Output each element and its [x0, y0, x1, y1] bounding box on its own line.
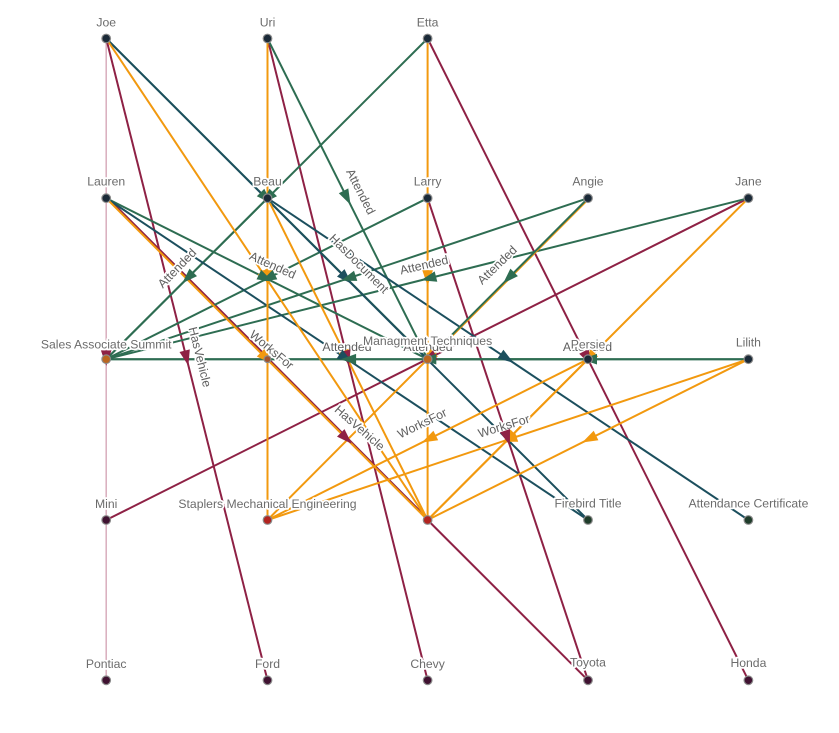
svg-text:Mini: Mini — [95, 497, 117, 511]
svg-text:Attended: Attended — [563, 340, 612, 354]
svg-text:Angie: Angie — [572, 175, 603, 189]
svg-text:Honda: Honda — [730, 656, 766, 670]
svg-text:Attended: Attended — [322, 340, 371, 354]
svg-text:Lauren: Lauren — [87, 175, 125, 189]
svg-text:Pontiac: Pontiac — [86, 657, 127, 671]
svg-text:Etta: Etta — [417, 16, 439, 30]
svg-text:Larry: Larry — [414, 175, 443, 189]
svg-text:Beau: Beau — [253, 175, 281, 189]
svg-text:Persie: Persie — [571, 338, 606, 352]
svg-text:Managment Techniques: Managment Techniques — [363, 334, 492, 348]
svg-text:Joe: Joe — [96, 16, 116, 30]
svg-text:Staplers Mechanical Engineerin: Staplers Mechanical Engineering — [178, 497, 356, 511]
svg-text:Uri: Uri — [260, 16, 276, 30]
svg-text:Jane: Jane — [735, 175, 762, 189]
svg-text:Lilith: Lilith — [736, 336, 761, 350]
svg-text:Ford: Ford — [255, 657, 280, 671]
svg-text:Chevy: Chevy — [410, 657, 445, 671]
svg-text:Sales Associate Summit: Sales Associate Summit — [41, 338, 172, 352]
svg-text:Attendance Certificate: Attendance Certificate — [688, 497, 808, 511]
svg-text:Attended: Attended — [403, 340, 452, 354]
svg-text:Toyota: Toyota — [570, 655, 606, 669]
svg-text:Firebird Title: Firebird Title — [554, 497, 621, 511]
